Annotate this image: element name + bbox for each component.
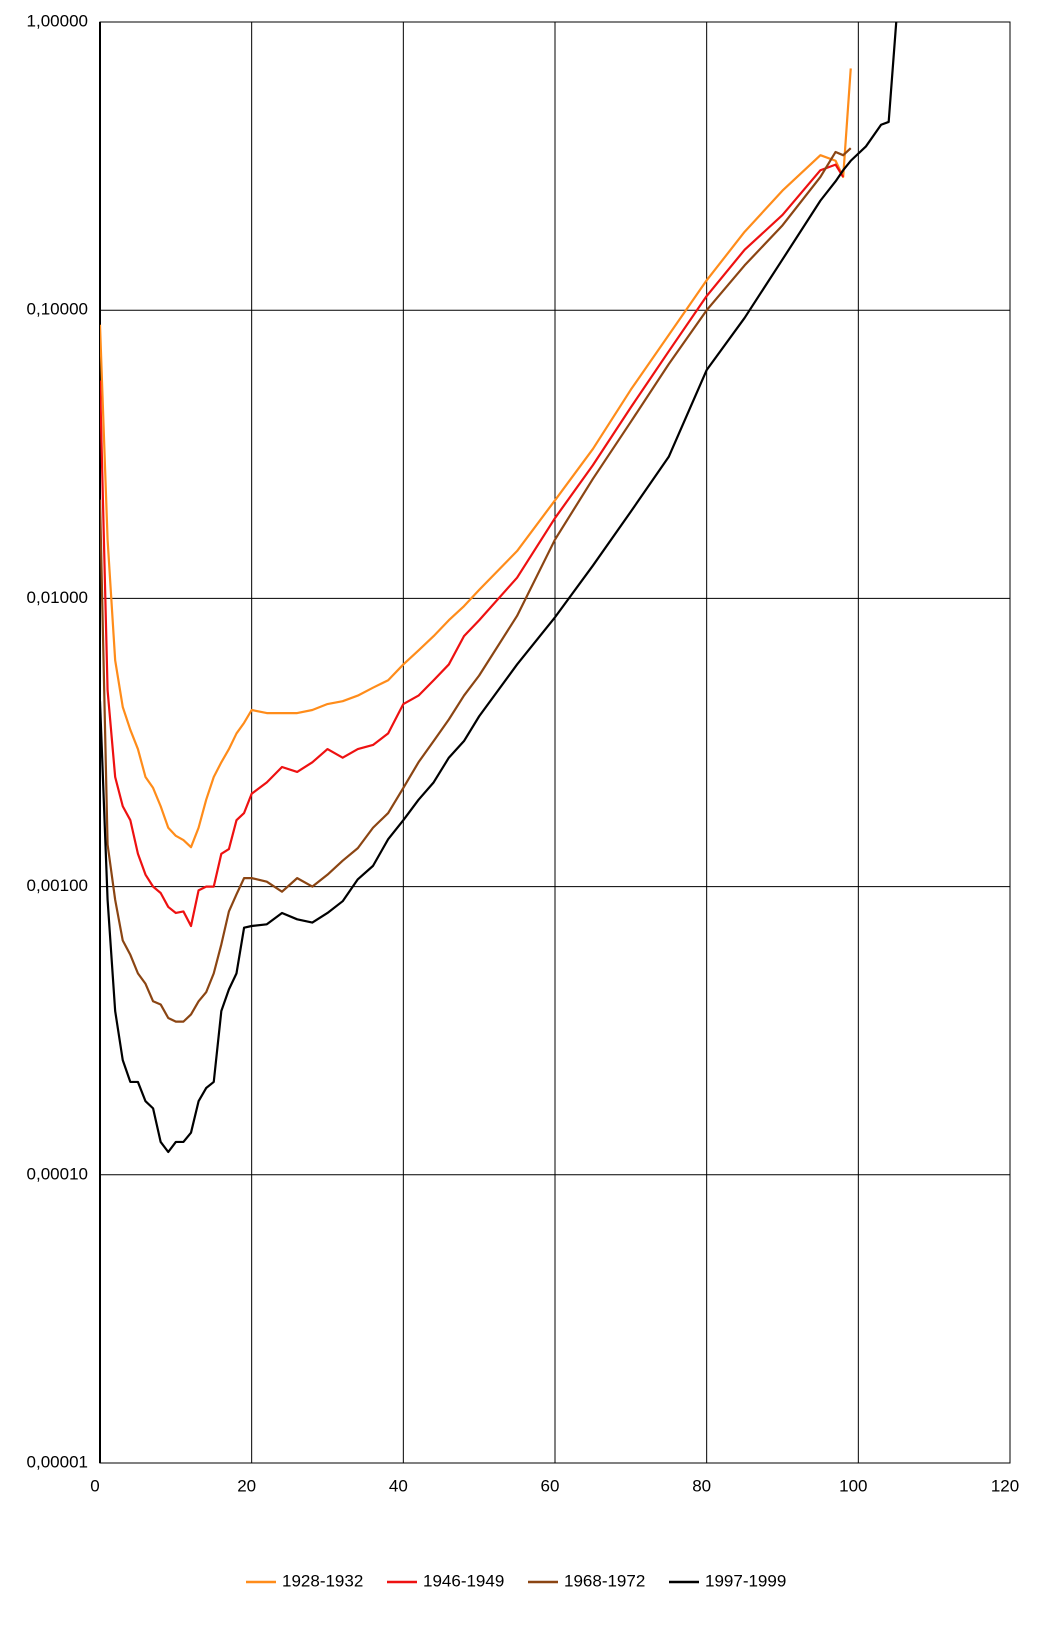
series-line xyxy=(100,147,852,1023)
legend-label: 1928-1932 xyxy=(282,1571,363,1590)
x-tick-label: 20 xyxy=(237,1476,256,1495)
y-tick-label: 1,00000 xyxy=(27,11,88,30)
x-tick-label: 60 xyxy=(541,1476,560,1495)
y-tick-label: 0,00001 xyxy=(27,1452,88,1471)
y-tick-label: 0,00100 xyxy=(27,876,88,895)
legend-label: 1968-1972 xyxy=(564,1571,645,1590)
x-tick-label: 120 xyxy=(991,1476,1019,1495)
series-line xyxy=(100,21,898,1154)
y-tick-label: 0,01000 xyxy=(27,588,88,607)
x-tick-label: 40 xyxy=(389,1476,408,1495)
x-tick-label: 80 xyxy=(692,1476,711,1495)
legend-label: 1946-1949 xyxy=(423,1571,504,1590)
x-tick-label: 100 xyxy=(839,1476,867,1495)
series-line xyxy=(100,68,852,849)
y-tick-label: 0,10000 xyxy=(27,300,88,319)
legend-label: 1997-1999 xyxy=(705,1571,786,1590)
series-line xyxy=(100,163,845,928)
x-tick-label: 0 xyxy=(90,1476,99,1495)
y-tick-label: 0,00010 xyxy=(27,1164,88,1183)
